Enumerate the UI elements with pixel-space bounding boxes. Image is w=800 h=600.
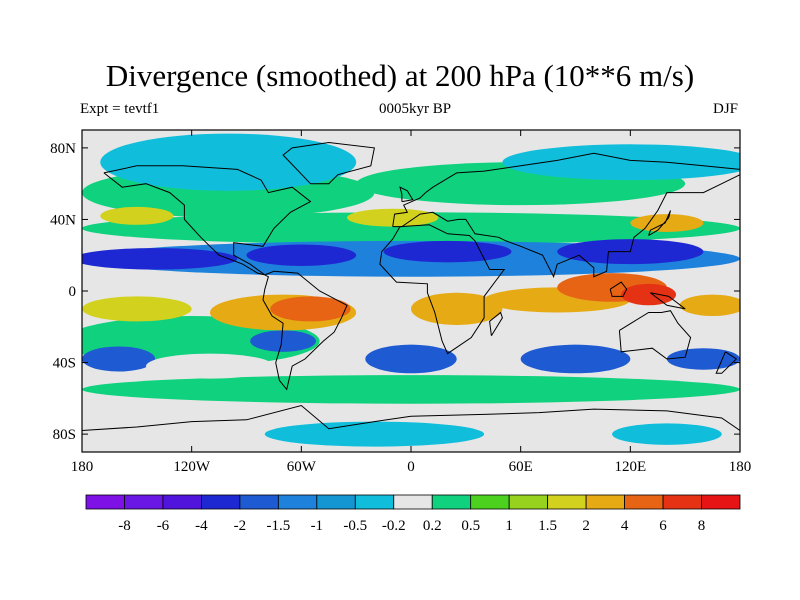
season-label: DJF (712, 101, 738, 117)
sahara-deep-blue (383, 240, 512, 263)
colorbar-swatch (624, 494, 664, 510)
lon-tick-label: 120W (173, 459, 211, 475)
colorbar-label: -0.2 (382, 518, 406, 534)
coastline-madagascar (489, 311, 503, 336)
plot-title: Divergence (smoothed) at 200 hPa (10**6 … (105, 58, 695, 93)
colorbar-label: -8 (118, 518, 131, 534)
amazon-core (270, 296, 351, 322)
lat-tick-label: 40N (50, 212, 76, 228)
lon-tick-label: 0 (407, 459, 415, 475)
antarctic-blue (264, 421, 485, 447)
colorbar-swatch (162, 494, 202, 510)
colorbar-swatch (124, 494, 164, 510)
coastline-uk (399, 186, 414, 203)
colorbar-label: 4 (621, 518, 629, 534)
colorbar-swatch (585, 494, 625, 510)
colorbar-label: 1.5 (538, 518, 557, 534)
longitude-axis: 180 120W 60W 0 60E 120E 180 (71, 130, 752, 475)
colorbar-label: -1.5 (266, 518, 290, 534)
atlantic-deep-blue (246, 244, 357, 266)
colorbar-swatch (393, 494, 433, 510)
colorbar-swatch (470, 494, 510, 510)
sp-blue-1 (82, 346, 156, 372)
lon-tick-label: 60E (509, 459, 533, 475)
lat-tick-label: 40S (53, 356, 76, 372)
colorbar: -8 -6 -4 -2 -1.5 -1 -0.5 -0.2 0.2 0.5 1 1.5 2 4 6 8 (85, 494, 741, 534)
lon-tick-label: 180 (71, 459, 94, 475)
lon-tick-label: 120E (614, 459, 646, 475)
coastline-eurasia (392, 152, 740, 279)
lon-tick-label: 60W (287, 459, 317, 475)
colorbar-label: 2 (582, 518, 590, 534)
colorbar-swatch (201, 494, 241, 510)
coastline-australia (618, 310, 692, 360)
arctic-blue-west (100, 133, 357, 191)
colorbar-label: 6 (659, 518, 667, 534)
sio-blue (520, 344, 631, 374)
latitude-axis: 80N 40N 0 40S 80S (50, 141, 740, 443)
colorbar-swatch (85, 494, 125, 510)
colorbar-label: 8 (698, 518, 706, 534)
midlat-north-band (82, 212, 740, 245)
lat-tick-label: 0 (69, 284, 77, 300)
coastline-north-america (103, 165, 312, 276)
colorbar-swatch (508, 494, 549, 510)
experiment-label: Expt = tevtf1 (80, 101, 160, 117)
antarctic-blue-east (612, 423, 722, 445)
colorbar-label: 0.5 (461, 518, 480, 534)
colorbar-swatch (277, 494, 318, 510)
satl-blue (365, 344, 457, 374)
coastline-south-america (262, 270, 348, 391)
colorbar-swatch (547, 494, 587, 510)
africa-orange (411, 292, 503, 325)
colorbar-swatch (662, 494, 702, 510)
colorbar-label: 1 (505, 518, 513, 534)
coastline-japan (648, 210, 671, 236)
plot-area (82, 130, 740, 452)
sp-blue-2 (250, 330, 316, 352)
colorbar-label: -0.5 (343, 518, 367, 534)
colorbar-swatch (431, 494, 472, 510)
tasman-blue (666, 348, 740, 370)
colorbar-label: -2 (234, 518, 247, 534)
lat-tick-label: 80N (50, 141, 76, 157)
southern-ocean-band (82, 375, 740, 404)
west-pacific-orange (679, 294, 740, 317)
coastline-new-zealand (715, 351, 738, 374)
sp-cyan (145, 353, 274, 379)
period-label: 0005kyr BP (378, 101, 452, 117)
colorbar-label: -4 (195, 518, 208, 534)
coastline-antarctica (82, 404, 740, 431)
natl-yellow (347, 208, 439, 227)
spcz-yellow (82, 296, 192, 322)
colorbar-swatch (701, 494, 741, 510)
coastline-indonesia-borneo (609, 281, 628, 297)
npac-yellow (100, 206, 174, 225)
colorbar-label: 0.2 (423, 518, 442, 534)
arctic-blue-east (502, 144, 740, 181)
coastline-africa (379, 224, 506, 355)
lon-tick-label: 180 (729, 459, 752, 475)
colorbar-swatch (239, 494, 279, 510)
divergence-field (82, 133, 740, 447)
japan-orange (630, 214, 704, 232)
colorbar-label: -6 (157, 518, 170, 534)
colorbar-swatch (354, 494, 395, 510)
coastline-greenland (282, 141, 375, 185)
lat-tick-label: 80S (53, 427, 76, 443)
colorbar-swatch (316, 494, 356, 510)
colorbar-label: -1 (311, 518, 324, 534)
warm-pool-core (621, 283, 677, 306)
coastlines (82, 141, 740, 431)
coastline-new-guinea (650, 292, 686, 310)
pacific-deep-blue (82, 248, 238, 270)
